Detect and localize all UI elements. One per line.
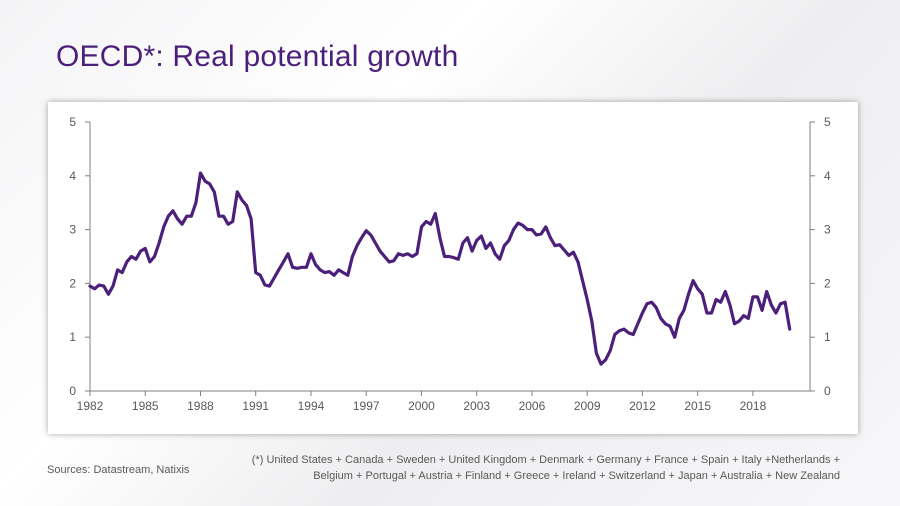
x-tick-label: 2009 <box>574 399 601 413</box>
y-tick-label-right: 2 <box>824 276 831 290</box>
y-tick-label-left: 1 <box>69 330 76 344</box>
x-tick-label: 2000 <box>408 399 435 413</box>
footnote-line-1: (*) United States + Canada + Sweden + Un… <box>251 454 840 466</box>
x-tick-label: 1994 <box>298 399 325 413</box>
y-tick-label-left: 4 <box>69 169 76 183</box>
y-tick-label-right: 0 <box>824 384 831 398</box>
y-tick-label-left: 0 <box>69 384 76 398</box>
y-tick-label-right: 4 <box>824 169 831 183</box>
chart-container: 0 0 1 1 2 2 3 3 4 4 5 5 1982 1985 1988 1991 1994 1997 2000… <box>48 102 858 434</box>
footnote: (*) United States + Canada + Sweden + Un… <box>220 452 840 484</box>
x-tick-label: 2006 <box>519 399 546 413</box>
x-tick-label: 1982 <box>77 399 104 413</box>
x-tick-label: 1985 <box>132 399 159 413</box>
y-tick-label-left: 3 <box>69 223 76 237</box>
x-tick-label: 2003 <box>463 399 490 413</box>
x-tick-label: 1997 <box>353 399 380 413</box>
x-tick-label: 1991 <box>242 399 269 413</box>
y-tick-label-left: 2 <box>69 276 76 290</box>
y-tick-label-right: 3 <box>824 223 831 237</box>
line-chart: 0 0 1 1 2 2 3 3 4 4 5 5 1982 1985 1988 1991 1994 1997 2000… <box>69 115 831 413</box>
x-tick-label: 2018 <box>740 399 767 413</box>
sources-note: Sources: Datastream, Natixis <box>47 464 190 476</box>
y-tick-label-left: 5 <box>69 115 76 129</box>
x-tick-label: 2012 <box>629 399 656 413</box>
y-tick-label-right: 1 <box>824 330 831 344</box>
y-tick-label-right: 5 <box>824 115 831 129</box>
footnote-line-2: Belgium + Portugal + Austria + Finland +… <box>313 470 840 482</box>
series-line-potential-growth <box>88 171 792 366</box>
x-tick-label: 2015 <box>684 399 711 413</box>
x-tick-label: 1988 <box>187 399 214 413</box>
page-title: OECD*: Real potential growth <box>56 40 459 73</box>
